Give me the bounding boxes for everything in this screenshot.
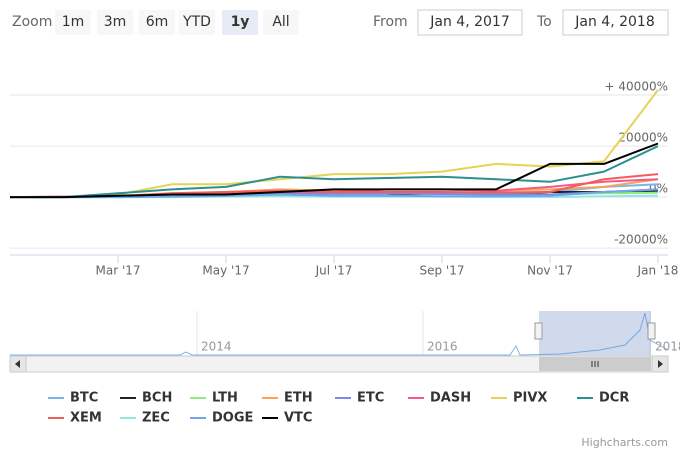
legend-label[interactable]: BCH xyxy=(142,391,172,406)
y-tick-label: + 40000% xyxy=(605,80,668,94)
series-line xyxy=(10,145,659,199)
zoom-button[interactable] xyxy=(139,10,175,35)
navigator-handle[interactable] xyxy=(534,322,543,340)
x-tick-label: Mar '17 xyxy=(95,264,140,278)
legend-label[interactable]: BTC xyxy=(70,391,98,406)
zoom-button-label[interactable]: 6m xyxy=(146,14,169,30)
y-tick-label: 20000% xyxy=(618,131,668,145)
navigator-series xyxy=(10,312,669,356)
legend-label[interactable]: DOGE xyxy=(212,411,253,426)
series-line xyxy=(10,142,659,199)
from-input[interactable] xyxy=(417,9,523,36)
x-tick-label: May '17 xyxy=(202,264,249,278)
navigator-label: 2016 xyxy=(427,340,458,354)
zoom-label: Zoom xyxy=(12,14,52,30)
zoom-button[interactable] xyxy=(97,10,133,35)
to-label: To xyxy=(536,14,552,30)
x-tick-label: Jul '17 xyxy=(315,264,353,278)
y-tick-label: -20000% xyxy=(614,233,668,247)
zoom-button-label[interactable]: 3m xyxy=(104,14,127,30)
x-tick-label: Nov '17 xyxy=(527,264,573,278)
navigator-handle[interactable] xyxy=(647,322,656,340)
zoom-button-label[interactable]: 1m xyxy=(62,14,85,30)
series-line xyxy=(10,188,659,199)
arrow-icon xyxy=(658,360,663,368)
zoom-button-label[interactable]: YTD xyxy=(182,14,211,30)
zoom-button-label[interactable]: All xyxy=(272,14,289,30)
zoom-button[interactable] xyxy=(55,10,91,35)
legend-label[interactable]: DCR xyxy=(599,391,629,406)
series-line xyxy=(10,89,659,199)
legend-label[interactable]: ETH xyxy=(284,391,313,406)
credits[interactable]: Highcharts.com xyxy=(581,436,668,449)
from-label: From xyxy=(373,14,408,30)
legend-label[interactable]: PIVX xyxy=(513,391,547,406)
zoom-button[interactable] xyxy=(179,10,215,35)
legend-label[interactable]: VTC xyxy=(284,411,312,426)
zoom-button[interactable] xyxy=(222,10,258,35)
zoom-button-label[interactable]: 1y xyxy=(231,14,250,30)
legend-label[interactable]: XEM xyxy=(70,411,102,426)
scrollbar-grip xyxy=(591,361,599,367)
navigator-label: 2014 xyxy=(201,340,232,354)
legend-label[interactable]: LTH xyxy=(212,391,238,406)
navigator-area xyxy=(10,311,668,356)
zoom-button[interactable] xyxy=(263,10,299,35)
legend-label[interactable]: ETC xyxy=(357,391,384,406)
navigator-selection[interactable] xyxy=(539,311,651,356)
to-input[interactable] xyxy=(562,9,669,36)
arrow-icon xyxy=(15,360,20,368)
legend-label[interactable]: DASH xyxy=(430,391,471,406)
to-date[interactable]: Jan 4, 2018 xyxy=(574,14,654,30)
legend-label[interactable]: ZEC xyxy=(142,411,170,426)
x-tick-label: Sep '17 xyxy=(420,264,465,278)
navigator-label: 2018 xyxy=(655,340,680,354)
x-tick-label: Jan '18 xyxy=(637,264,679,278)
from-date[interactable]: Jan 4, 2017 xyxy=(429,14,509,30)
